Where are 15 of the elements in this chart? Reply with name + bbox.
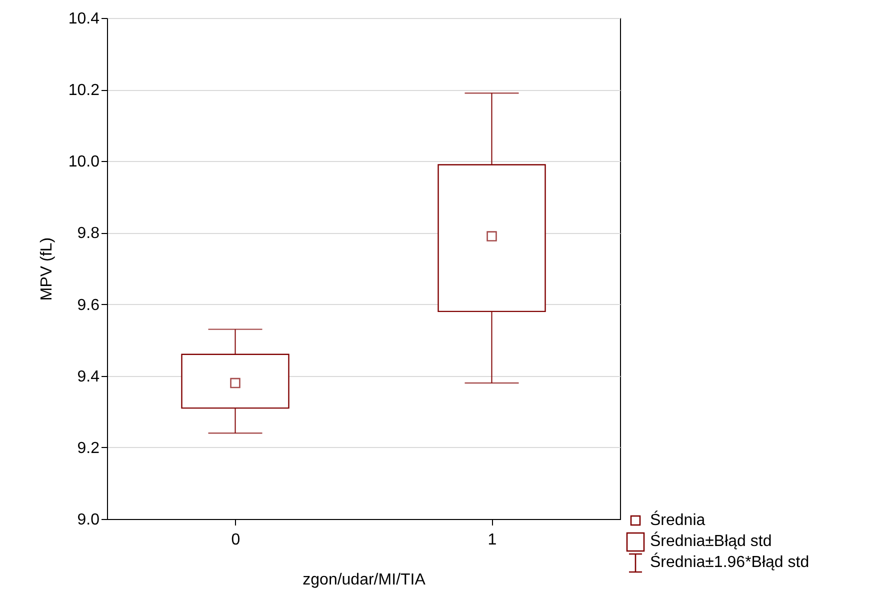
y-tick-label: 10.2 xyxy=(68,82,100,100)
y-tick-label: 9.8 xyxy=(77,225,100,242)
x-axis-title: zgon/udar/MI/TIA xyxy=(302,572,426,588)
y-tick-label: 9.2 xyxy=(77,440,100,457)
text: Średnia±Błąd std xyxy=(650,531,772,552)
y-tick-label: 9.6 xyxy=(77,296,100,314)
text: Średnia xyxy=(650,510,706,531)
y-tick-label: 10.0 xyxy=(68,154,100,171)
y-tick-label: 9.0 xyxy=(77,512,100,528)
x-tick-label: 0 xyxy=(231,532,240,548)
y-tick-label: 9.4 xyxy=(77,368,100,386)
y-axis-title: MPV (fL) xyxy=(38,237,56,301)
x-tick-label: 1 xyxy=(488,532,497,548)
text: Średnia±1.96*Błąd std xyxy=(650,552,810,573)
y-tick-label: 10.4 xyxy=(68,10,100,28)
